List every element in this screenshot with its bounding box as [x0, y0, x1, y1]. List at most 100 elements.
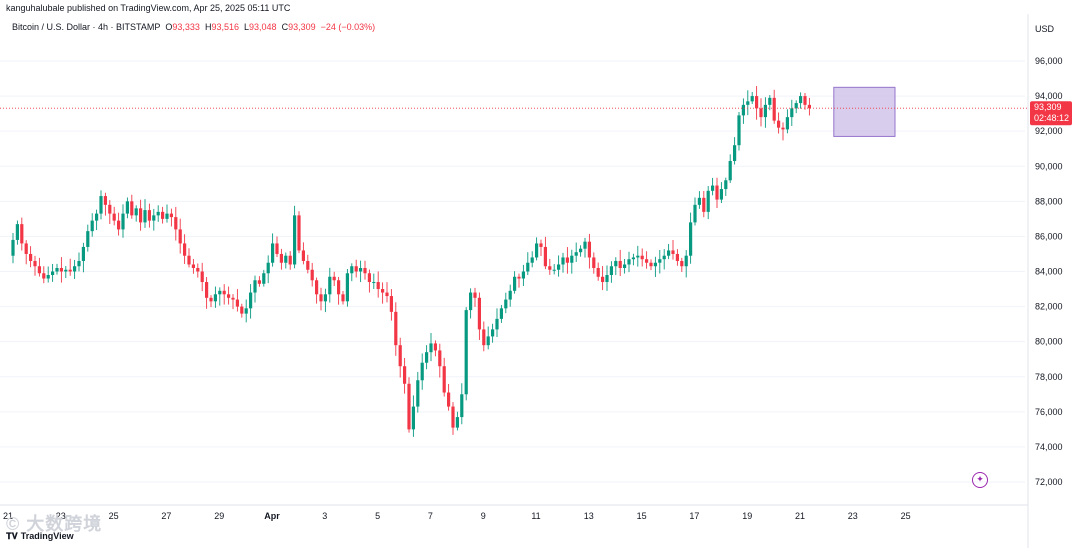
candle-body: [715, 185, 719, 200]
candle-body: [143, 210, 147, 223]
candle-body: [561, 257, 565, 265]
candle-body: [680, 260, 684, 267]
candle-body: [183, 243, 187, 256]
candle-body: [548, 266, 552, 270]
candle-body: [86, 231, 90, 247]
currency-label[interactable]: USD: [1035, 24, 1055, 34]
candle-body: [631, 257, 635, 260]
candle-body: [359, 267, 363, 272]
candle-body: [636, 255, 640, 258]
candle-body: [134, 208, 138, 216]
candle-body: [425, 352, 429, 363]
x-tick-label: 3: [322, 511, 327, 521]
candle-body: [178, 229, 182, 244]
symbol-name: Bitcoin / U.S. Dollar · 4h · BITSTAMP: [12, 22, 161, 32]
candle-body: [90, 220, 94, 232]
candle-body: [645, 259, 649, 263]
price-tag-countdown: 02:48:12: [1034, 113, 1069, 123]
candle-body: [288, 255, 292, 265]
candle-body: [99, 196, 103, 214]
candle-body: [799, 96, 803, 104]
candle-body: [565, 257, 569, 263]
candle-body: [231, 297, 235, 300]
candle-body: [750, 96, 754, 102]
candle-body: [337, 280, 341, 295]
candle-body: [442, 366, 446, 393]
candle-body: [200, 271, 204, 283]
candle-body: [693, 204, 697, 223]
candle-body: [508, 290, 512, 300]
price-tag: [1030, 101, 1072, 126]
open-label: O: [165, 22, 173, 32]
candle-body: [398, 345, 402, 367]
x-tick-label: 15: [637, 511, 647, 521]
candle-body: [376, 282, 380, 290]
x-tick-label: 25: [901, 511, 911, 521]
candle-body: [15, 224, 19, 240]
candle-body: [807, 104, 811, 109]
candle-body: [187, 255, 191, 265]
candle-body: [381, 289, 385, 293]
x-tick-label: 7: [428, 511, 433, 521]
x-tick-label: 11: [531, 511, 540, 521]
candle-body: [526, 262, 530, 272]
candle-body: [24, 243, 28, 254]
candle-body: [587, 241, 591, 258]
candle-body: [521, 271, 525, 279]
candle-body: [477, 297, 481, 330]
candle-body: [768, 97, 772, 105]
candle-body: [803, 96, 807, 105]
candle-body: [495, 318, 499, 330]
y-tick-label: 78,000: [1035, 372, 1063, 382]
candle-body: [499, 308, 503, 319]
y-tick-label: 94,000: [1035, 91, 1063, 101]
candle-body: [218, 290, 222, 295]
open-value: 93,333: [172, 22, 200, 32]
candle-body: [354, 266, 358, 272]
candle-body: [275, 243, 279, 254]
x-tick-label: 19: [742, 511, 752, 521]
y-tick-label: 84,000: [1035, 267, 1063, 277]
candle-body: [125, 201, 129, 214]
candle-body: [169, 213, 173, 218]
candle-body: [257, 280, 261, 284]
low-label: L: [244, 22, 250, 32]
candle-body: [574, 252, 578, 256]
candle-body: [416, 380, 420, 407]
x-tick-label: 27: [161, 511, 171, 521]
x-tick-label: 13: [584, 511, 594, 521]
candle-body: [81, 246, 85, 261]
candle-body: [689, 222, 693, 256]
candle-body: [728, 160, 732, 181]
candle-body: [213, 294, 217, 302]
candle-body: [121, 213, 125, 230]
candle-body: [301, 250, 305, 261]
candle-body: [227, 294, 231, 298]
high-label: H: [204, 22, 212, 32]
tradingview-logo: 𝐓𝐕 TradingView: [6, 531, 74, 541]
candle-body: [284, 255, 288, 263]
candle-body: [592, 257, 596, 268]
chart-control-icon[interactable]: ✦: [972, 472, 988, 488]
candle-body: [746, 101, 750, 105]
candle-body: [777, 120, 781, 128]
candle-body: [469, 292, 473, 311]
x-tick-label: 21: [3, 511, 13, 521]
candle-body: [266, 262, 270, 274]
candle-body: [59, 267, 63, 272]
candle-body: [323, 294, 327, 302]
candle-body: [763, 104, 767, 118]
candle-body: [310, 269, 314, 281]
price-tag-value: 93,309: [1034, 102, 1062, 112]
candle-body: [781, 127, 785, 130]
candle-body: [684, 255, 688, 267]
candle-body: [350, 266, 354, 274]
candle-body: [737, 115, 741, 146]
y-tick-label: 82,000: [1035, 302, 1063, 312]
candle-body: [535, 243, 539, 258]
x-tick-label: Apr: [264, 511, 280, 521]
candle-body: [460, 394, 464, 418]
candle-body: [11, 239, 15, 256]
candle-body: [614, 260, 618, 267]
